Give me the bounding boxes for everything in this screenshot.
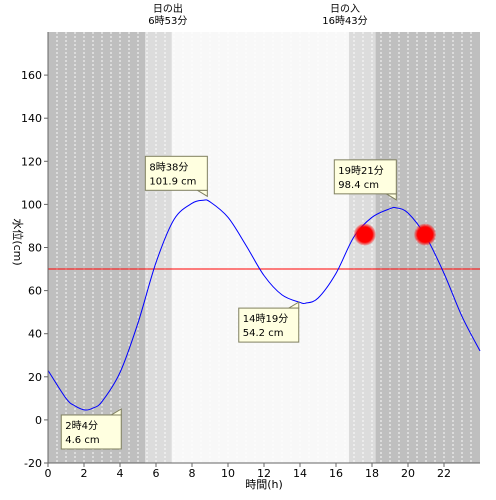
callout-value: 101.9 cm [149, 176, 196, 187]
y-tick-label: 0 [35, 414, 42, 427]
x-tick-label: 0 [45, 467, 52, 480]
callout-time: 14時19分 [243, 313, 288, 325]
y-axis-label: 水位(cm) [11, 218, 25, 265]
y-tick-label: 80 [28, 242, 42, 255]
extreme-callout: 14時19分 54.2 cm [238, 301, 300, 343]
sun-event-time: 6時53分 [148, 15, 187, 27]
band-day [171, 32, 349, 463]
series-layer [47, 199, 481, 411]
callout-box [60, 414, 122, 450]
sun-event-time: 16時43分 [322, 15, 367, 27]
band-night [48, 32, 146, 463]
x-tick-label: 4 [117, 467, 124, 480]
y-tick-label: 40 [28, 328, 42, 341]
marker-layer [353, 223, 437, 246]
x-tick-label: 10 [221, 467, 235, 480]
callout-time: 19時21分 [338, 165, 383, 177]
daylight-bands [48, 32, 480, 463]
callout-value: 98.4 cm [338, 180, 379, 191]
y-tick-label: 140 [21, 112, 42, 125]
x-tick-label: 8 [189, 467, 196, 480]
x-tick-label: 16 [329, 467, 343, 480]
extreme-callout: 2時4分 4.6 cm [60, 408, 122, 450]
extreme-callout: 8時38分 101.9 cm [144, 155, 208, 198]
x-tick-label: 14 [293, 467, 307, 480]
callout-box [238, 307, 300, 343]
y-tick-label: 160 [21, 69, 42, 82]
y-tick-label: 60 [28, 285, 42, 298]
callout-time: 8時38分 [149, 161, 188, 173]
y-tick-label: 120 [21, 155, 42, 168]
y-tick-label: 100 [21, 198, 42, 211]
sun-event-label: 日の入 [330, 4, 360, 15]
x-tick-label: 22 [437, 467, 451, 480]
callout-time: 2時4分 [65, 420, 98, 432]
callout-box [144, 155, 208, 191]
y-tick-label: 20 [28, 371, 42, 384]
band-night [375, 32, 480, 463]
x-tick-label: 20 [401, 467, 415, 480]
band-twilight [348, 32, 376, 463]
band-twilight [145, 32, 172, 463]
x-axis-label: 時間(h) [245, 478, 283, 491]
callout-layer: 2時4分 4.6 cm 8時38分 101.9 cm 14時19分 54.2 cm 19時2… [60, 155, 397, 450]
x-tick-label: 6 [153, 467, 160, 480]
callout-value: 4.6 cm [65, 435, 99, 446]
x-tick-label: 18 [365, 467, 379, 480]
tide-marker [353, 223, 376, 246]
x-tick-label: 12 [257, 467, 271, 480]
sun-event-label: 日の出 [153, 2, 183, 15]
tide-marker [414, 223, 437, 246]
y-tick-label: -20 [24, 457, 42, 470]
extreme-callout: 19時21分 98.4 cm [333, 159, 397, 201]
tide-line [47, 199, 481, 411]
callout-box [333, 159, 397, 195]
x-tick-label: 2 [81, 467, 88, 480]
callout-value: 54.2 cm [243, 328, 284, 339]
